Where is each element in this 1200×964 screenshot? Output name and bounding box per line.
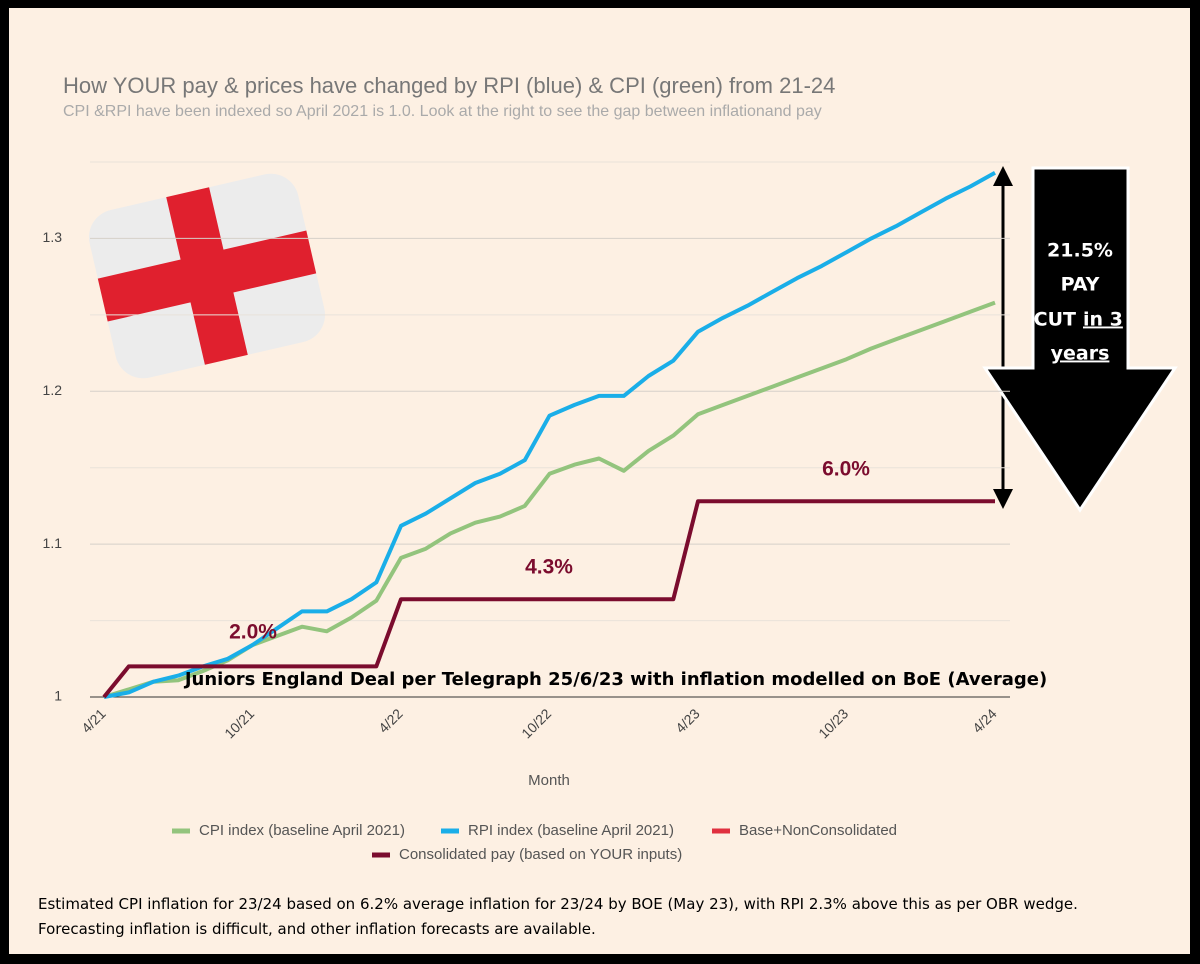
series-line — [103, 170, 996, 699]
y-tick-label: 1 — [54, 688, 62, 704]
legend-label: Consolidated pay (based on YOUR inputs) — [399, 846, 682, 863]
y-tick-label: 1.1 — [43, 535, 63, 551]
arrow-text: years — [1051, 343, 1110, 365]
pay-gap-arrow — [993, 166, 1013, 509]
legend-label: Base+NonConsolidated — [739, 822, 897, 839]
step-label: 2.0% — [229, 621, 277, 644]
y-tick-label: 1.3 — [43, 229, 63, 245]
step-label: 4.3% — [525, 556, 573, 579]
chart-title: How YOUR pay & prices have changed by RP… — [63, 73, 835, 98]
y-tick-label: 1.2 — [43, 382, 63, 398]
deal-note: Juniors England Deal per Telegraph 25/6/… — [183, 669, 1047, 690]
step-label: 6.0% — [822, 458, 870, 481]
series-line — [102, 499, 995, 699]
arrow-text: in 3 — [1083, 309, 1123, 331]
big-down-arrow — [982, 166, 1178, 513]
legend-label: CPI index (baseline April 2021) — [199, 822, 405, 839]
arrow-text: 21.5% — [1047, 240, 1113, 262]
x-axis-label: Month — [528, 772, 570, 789]
chart-subtitle: CPI &RPI have been indexed so April 2021… — [63, 103, 822, 120]
england-flag — [88, 173, 326, 379]
legend-label: RPI index (baseline April 2021) — [468, 822, 674, 839]
background — [9, 8, 1190, 954]
arrow-text: CUT — [1034, 309, 1076, 331]
arrow-text: PAY — [1061, 274, 1100, 296]
footnote: Estimated CPI inflation for 23/24 based … — [38, 895, 1078, 938]
